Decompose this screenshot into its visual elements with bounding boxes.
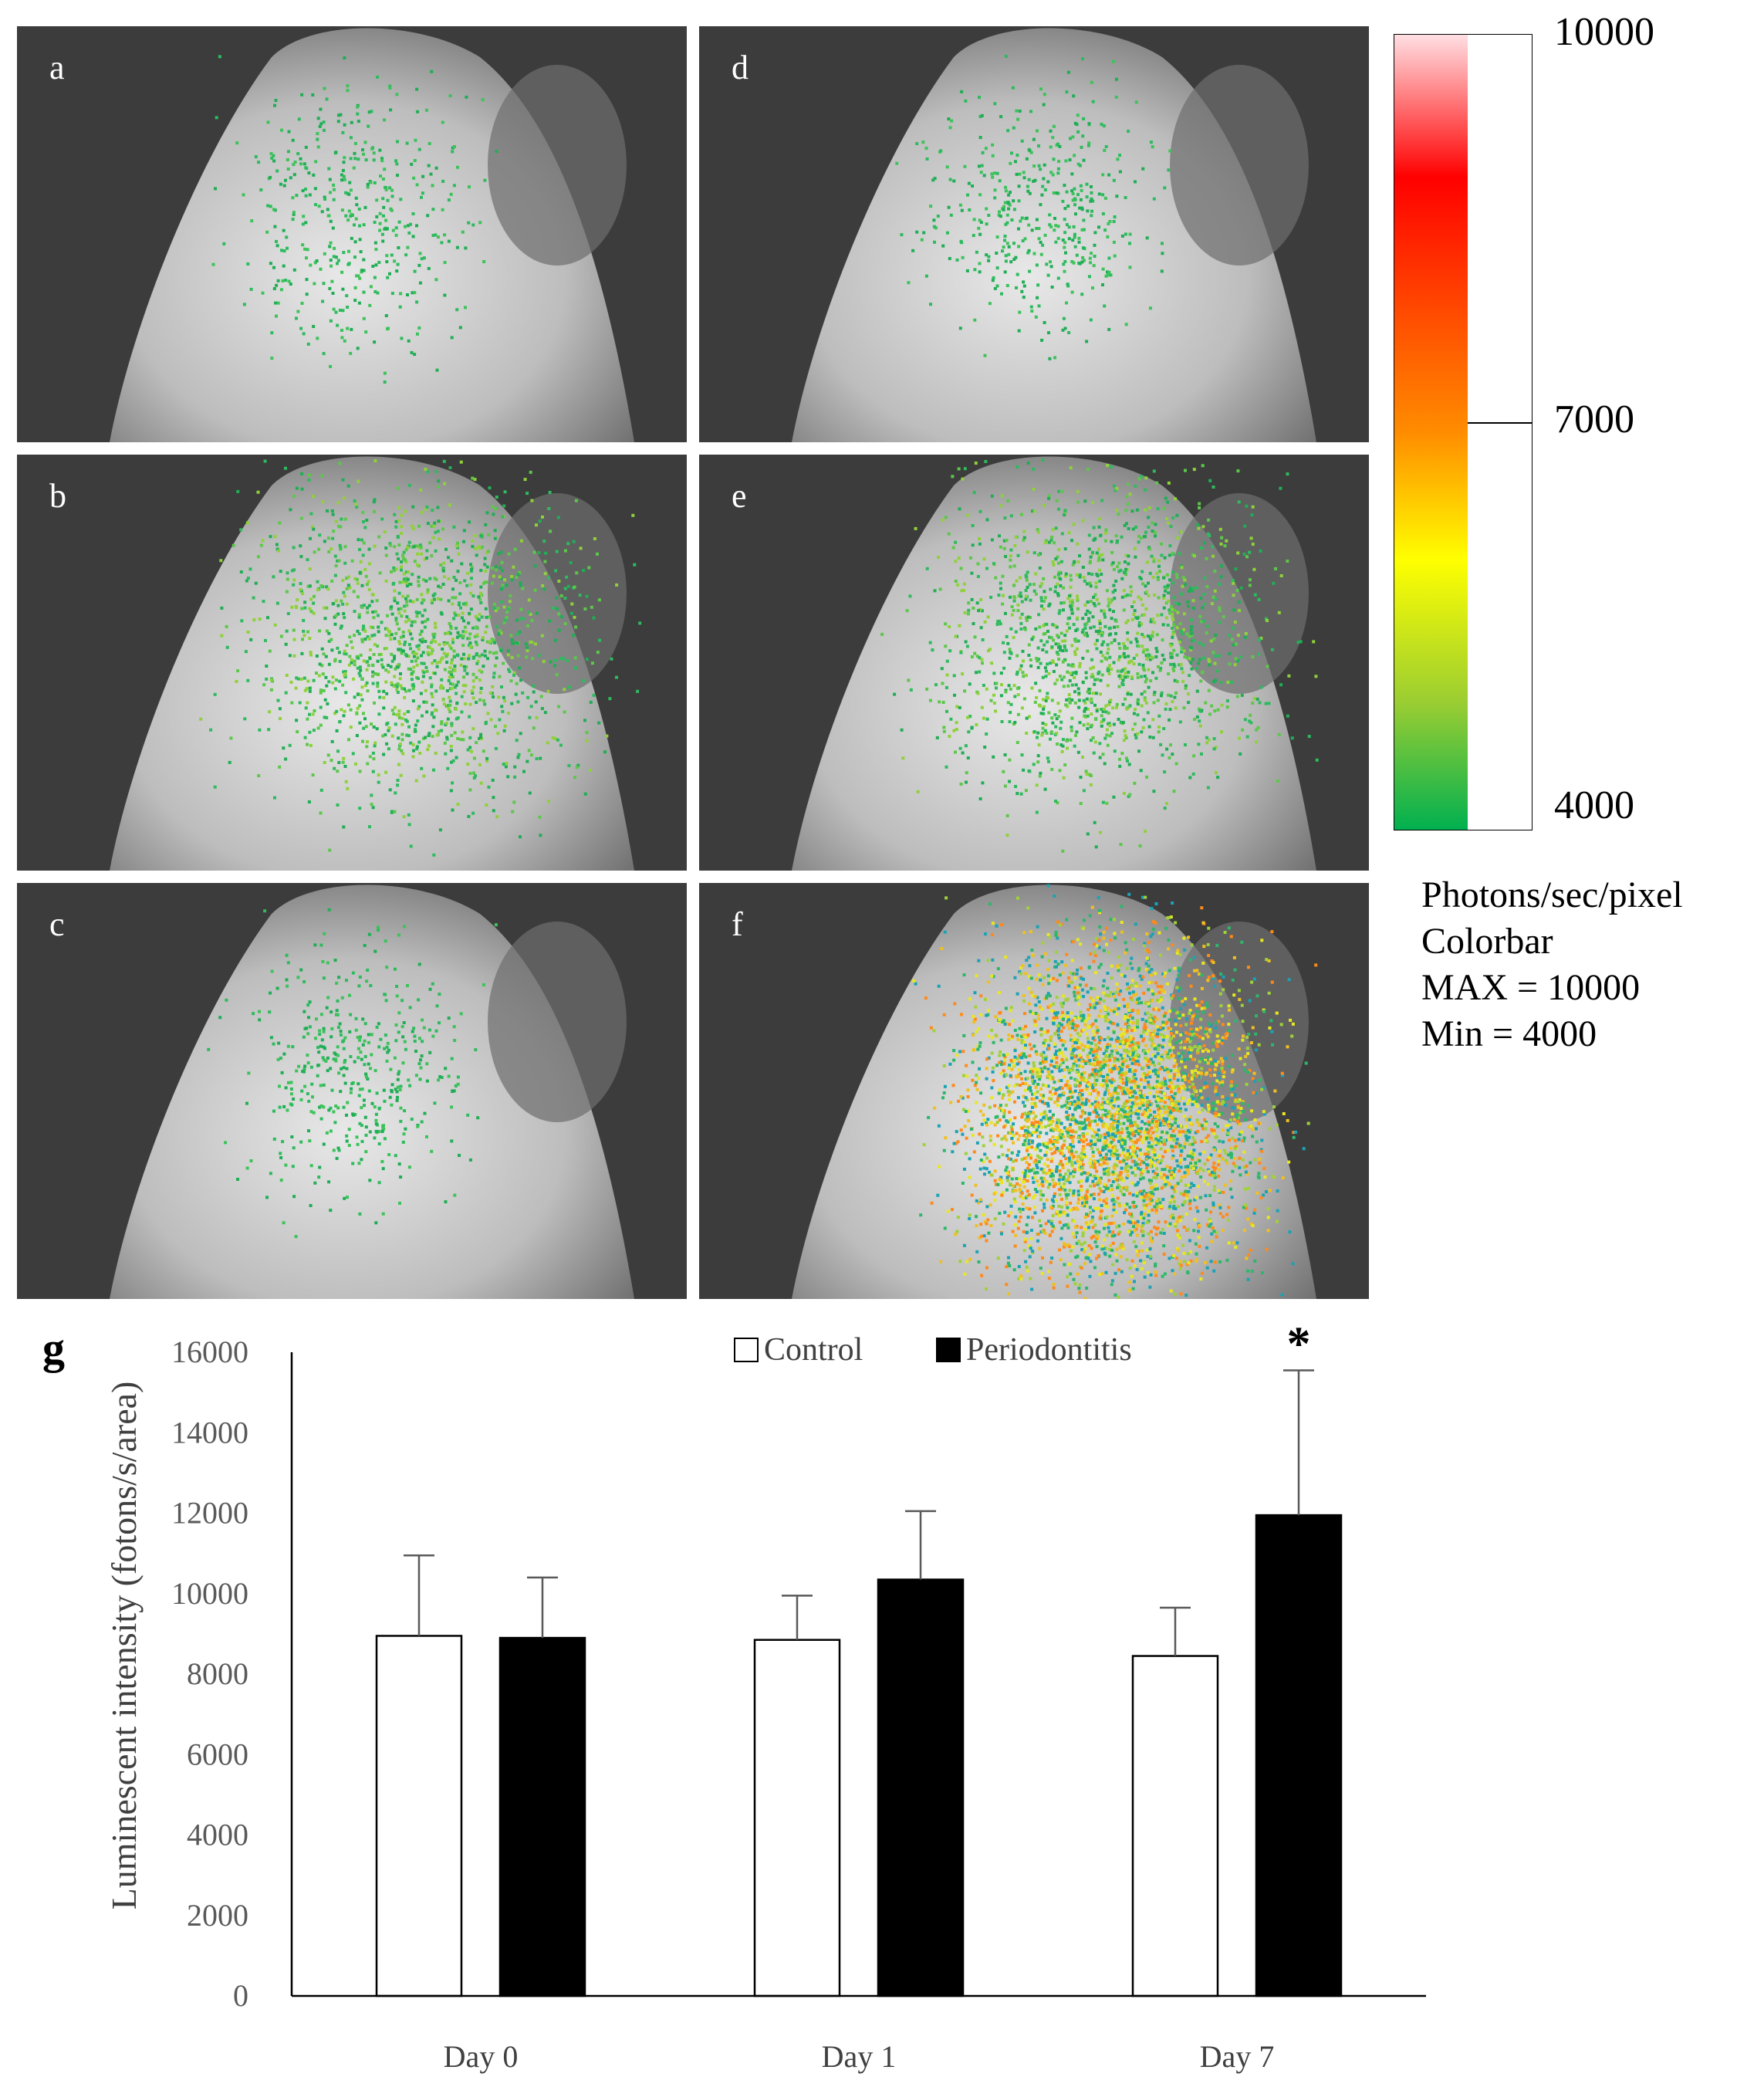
colorbar-max: MAX = 10000 [1421, 967, 1641, 1008]
x-category-label: Day 7 [1200, 2039, 1275, 2074]
colorbar-tick-max: 10000 [1554, 10, 1654, 54]
mouse-image [17, 26, 687, 442]
significance-mark: * [1287, 1317, 1311, 1370]
bar-periodontitis-day7 [1255, 1514, 1343, 1997]
colorbar [1394, 34, 1533, 830]
colorbar-min: Min = 4000 [1421, 1013, 1597, 1054]
colorbar-tick-min: 4000 [1554, 783, 1634, 827]
y-axis-label: Luminescent intensity (fotons/s/area) [104, 1382, 144, 1910]
image-panel-f: f [699, 883, 1369, 1299]
y-tick-label: 10000 [171, 1576, 248, 1611]
legend-label-control: Control [764, 1332, 863, 1368]
mouse-image [699, 26, 1369, 442]
panel-label: a [49, 49, 65, 86]
y-tick-label: 4000 [187, 1818, 248, 1852]
image-panel-c: c [17, 883, 687, 1299]
x-category-label: Day 1 [822, 2039, 897, 2074]
legend-swatch-control [734, 1338, 759, 1362]
y-tick-label: 14000 [171, 1415, 248, 1449]
y-tick-label: 2000 [187, 1898, 248, 1933]
bar-chart: g Luminescent intensity (fotons/s/area) … [42, 1317, 1426, 2074]
panel-label: c [49, 905, 65, 943]
legend-label-periodontitis: Periodontitis [966, 1332, 1132, 1368]
y-tick-label: 16000 [171, 1334, 248, 1369]
mouse-image [17, 455, 687, 871]
y-tick-label: 8000 [187, 1656, 248, 1691]
bar-periodontitis-day1 [877, 1578, 965, 1997]
bar-control-day0 [375, 1635, 463, 1997]
image-panel-a: a [17, 26, 687, 442]
y-tick-label: 12000 [171, 1496, 248, 1531]
image-panel-b: b [17, 455, 687, 871]
mouse-image [17, 883, 687, 1299]
mouse-image [699, 883, 1369, 1299]
image-panel-e: e [699, 455, 1369, 871]
bar-control-day1 [753, 1639, 841, 1997]
panel-label-g: g [42, 1323, 65, 1373]
legend-swatch-periodontitis [936, 1338, 961, 1362]
x-category-label: Day 0 [444, 2039, 519, 2074]
y-tick-label: 6000 [187, 1737, 248, 1771]
panel-label: d [732, 49, 749, 86]
panel-label: e [732, 477, 747, 515]
bar-control-day7 [1131, 1655, 1219, 1997]
colorbar-title: Colorbar [1421, 921, 1553, 962]
mouse-image [699, 455, 1369, 871]
colorbar-units: Photons/sec/pixel [1421, 874, 1683, 915]
panel-label: b [49, 477, 66, 515]
colorbar-gradient [1394, 34, 1468, 830]
image-panel-d: d [699, 26, 1369, 442]
bar-periodontitis-day0 [498, 1636, 586, 1997]
panel-label: f [732, 905, 743, 943]
colorbar-tick-mid: 7000 [1554, 397, 1634, 441]
y-tick-label: 0 [233, 1978, 248, 2013]
